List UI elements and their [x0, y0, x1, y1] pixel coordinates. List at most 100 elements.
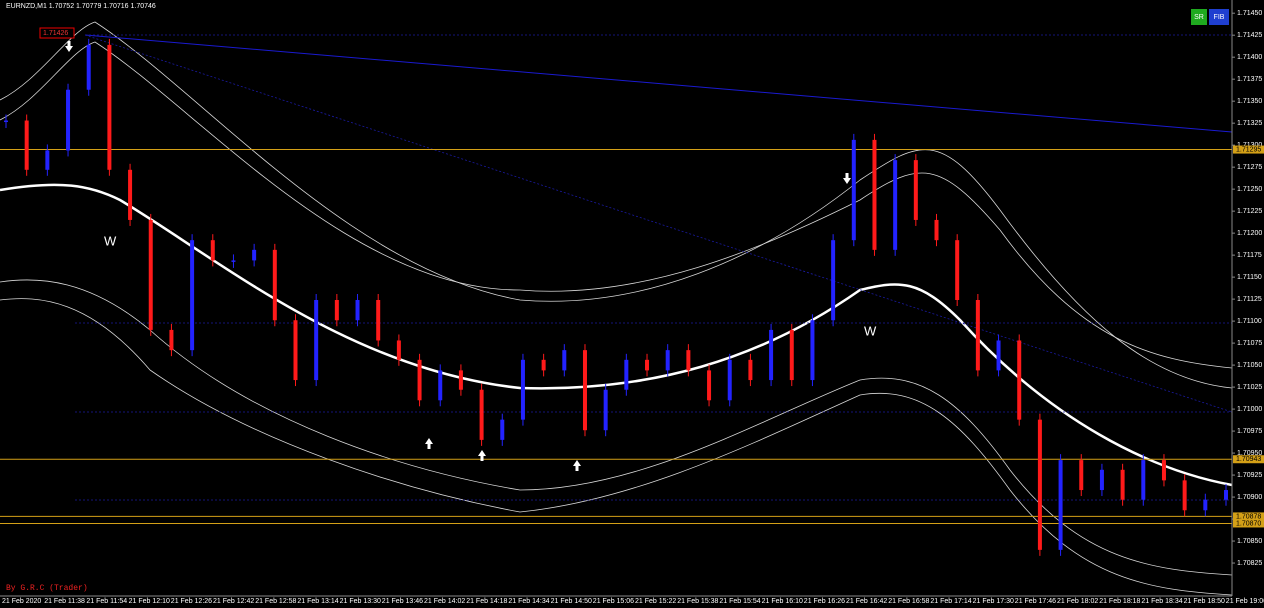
candle — [1161, 460, 1166, 481]
fib-button-label[interactable]: FIB — [1214, 14, 1225, 21]
y-axis: 1.708251.708501.708751.709001.709251.709… — [1232, 10, 1264, 567]
candle — [417, 359, 422, 401]
candle — [810, 320, 815, 381]
x-tick-label: 21 Feb 11:38 — [44, 598, 85, 605]
candle — [748, 359, 753, 381]
y-tick-label: 1.71125 — [1237, 296, 1262, 303]
candle — [665, 350, 670, 371]
candle — [707, 370, 712, 401]
header: EURNZD,M1 1.70752 1.70779 1.70716 1.7074… — [6, 3, 156, 10]
x-tick-label: 21 Feb 16:26 — [804, 598, 845, 605]
candle — [169, 329, 174, 351]
candle — [851, 139, 856, 241]
level-label: 1.70878 — [1236, 513, 1261, 520]
high-label: 1.71426 — [43, 30, 68, 37]
y-tick-label: 1.71425 — [1237, 32, 1262, 39]
candle — [520, 359, 525, 420]
level-label-box — [1233, 455, 1264, 464]
x-tick-label: 21 Feb 2020 — [2, 598, 41, 605]
candle — [727, 359, 732, 401]
candle — [376, 300, 381, 341]
y-tick-label: 1.71100 — [1237, 318, 1262, 325]
x-axis: 21 Feb 2020 21 Feb 11:38 21 Feb 11:54 21 Fe… — [2, 598, 1264, 605]
candle — [603, 389, 608, 431]
y-tick-label: 1.71250 — [1237, 186, 1262, 193]
sr-button[interactable] — [1191, 9, 1207, 25]
y-tick-label: 1.71175 — [1237, 252, 1262, 259]
level-label-box — [1233, 145, 1264, 154]
candle — [1203, 499, 1208, 511]
candle — [458, 370, 463, 390]
x-tick-label: 21 Feb 19:06 — [1226, 598, 1264, 605]
x-tick-label: 21 Feb 14:18 — [466, 598, 507, 605]
x-tick-label: 21 Feb 12:58 — [255, 598, 296, 605]
y-tick-label: 1.71150 — [1237, 274, 1262, 281]
candle — [686, 350, 691, 371]
candle — [913, 160, 918, 220]
candle — [4, 120, 8, 123]
candle — [66, 89, 71, 151]
candle — [934, 219, 939, 241]
fib-button[interactable] — [1209, 9, 1229, 25]
annotation: W — [864, 323, 877, 338]
y-tick-label: 1.70850 — [1237, 538, 1262, 545]
candle — [645, 359, 650, 371]
x-tick-label: 21 Feb 12:26 — [171, 598, 212, 605]
x-tick-label: 21 Feb 17:30 — [973, 598, 1014, 605]
x-tick-label: 21 Feb 14:02 — [424, 598, 465, 605]
y-tick-label: 1.71300 — [1237, 142, 1262, 149]
candle — [24, 120, 29, 170]
candle — [1037, 419, 1042, 550]
candle — [210, 240, 215, 261]
x-tick-label: 21 Feb 13:14 — [297, 598, 338, 605]
candle — [86, 44, 91, 90]
candle — [831, 240, 836, 321]
y-tick-label: 1.70900 — [1237, 494, 1262, 501]
level-label: 1.70870 — [1236, 520, 1261, 527]
candle — [789, 329, 794, 381]
x-tick-label: 21 Feb 16:10 — [762, 598, 803, 605]
y-tick-label: 1.71025 — [1237, 384, 1262, 391]
level-label: 1.71295 — [1236, 146, 1261, 153]
candle — [769, 329, 774, 381]
x-tick-label: 21 Feb 13:46 — [382, 598, 423, 605]
y-tick-label: 1.71275 — [1237, 164, 1262, 171]
sr-button-label[interactable]: SR — [1194, 14, 1204, 21]
y-tick-label: 1.71375 — [1237, 76, 1262, 83]
candle — [148, 219, 153, 330]
candle — [562, 350, 567, 371]
candle — [334, 300, 339, 321]
trend-line — [84, 34, 1233, 133]
x-tick-label: 21 Feb 18:02 — [1057, 598, 1098, 605]
candle — [1120, 469, 1125, 500]
x-tick-label: 21 Feb 18:50 — [1184, 598, 1225, 605]
candle — [1099, 469, 1104, 491]
y-tick-label: 1.71350 — [1237, 98, 1262, 105]
annotation: W — [104, 233, 117, 248]
y-tick-label: 1.70975 — [1237, 428, 1262, 435]
x-tick-label: 21 Feb 11:54 — [86, 598, 127, 605]
y-tick-label: 1.71450 — [1237, 10, 1262, 17]
candle — [272, 249, 277, 321]
candle — [541, 359, 546, 371]
y-tick-label: 1.71075 — [1237, 340, 1262, 347]
y-tick-label: 1.71325 — [1237, 120, 1262, 127]
x-tick-label: 21 Feb 15:38 — [677, 598, 718, 605]
levels — [0, 149, 1232, 524]
candle — [396, 340, 401, 360]
x-tick-label: 21 Feb 14:50 — [551, 598, 592, 605]
x-tick-label: 21 Feb 16:42 — [846, 598, 887, 605]
candle — [1058, 460, 1063, 550]
candle — [252, 249, 257, 261]
y-tick-label: 1.71225 — [1237, 208, 1262, 215]
candle — [1224, 490, 1228, 500]
candle — [45, 150, 50, 170]
price-marks — [4, 38, 1228, 556]
candle — [500, 419, 505, 440]
candle — [314, 300, 319, 381]
x-tick-label: 21 Feb 15:22 — [635, 598, 676, 605]
x-tick-label: 21 Feb 18:18 — [1099, 598, 1140, 605]
x-tick-label: 21 Feb 17:14 — [930, 598, 971, 605]
